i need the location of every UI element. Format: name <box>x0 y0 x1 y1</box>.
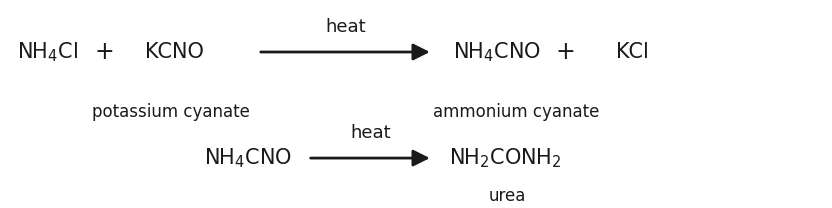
Text: potassium cyanate: potassium cyanate <box>92 103 250 121</box>
Text: KCl: KCl <box>616 42 649 62</box>
Text: +: + <box>94 40 114 64</box>
Text: NH$_4$CNO: NH$_4$CNO <box>453 40 542 64</box>
Text: KCNO: KCNO <box>146 42 204 62</box>
Text: heat: heat <box>350 124 390 142</box>
Text: heat: heat <box>325 18 365 36</box>
Text: +: + <box>556 40 576 64</box>
Text: ammonium cyanate: ammonium cyanate <box>433 103 599 121</box>
Text: NH$_4$CNO: NH$_4$CNO <box>204 146 292 170</box>
Text: NH$_4$Cl: NH$_4$Cl <box>17 40 77 64</box>
Text: urea: urea <box>489 187 526 204</box>
Text: NH$_2$CONH$_2$: NH$_2$CONH$_2$ <box>449 146 562 170</box>
